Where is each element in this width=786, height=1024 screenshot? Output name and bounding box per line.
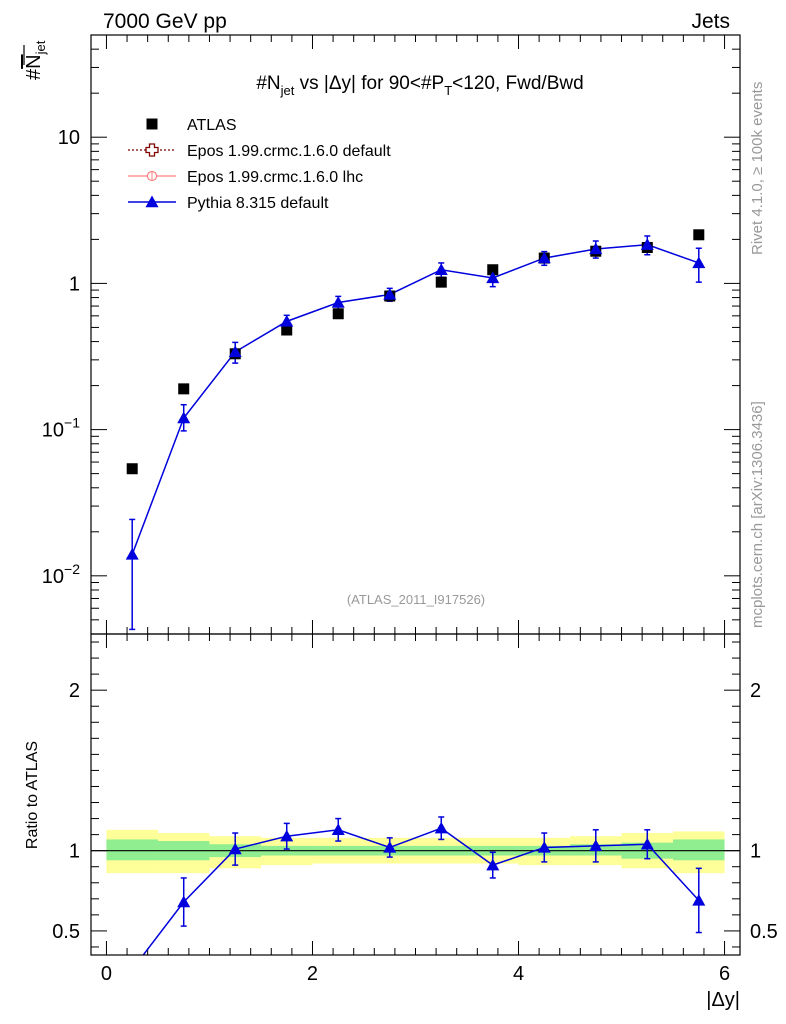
pythia-data-point bbox=[589, 242, 603, 255]
pythia-data-point bbox=[537, 251, 551, 264]
plot-title: #Njet vs |Δy| for 90<#PT<120, Fwd/Bwd bbox=[256, 73, 583, 98]
band-inner bbox=[673, 839, 725, 861]
pythia-data-point bbox=[228, 345, 242, 358]
legend-atlas-marker bbox=[146, 118, 158, 130]
pythia-data-point bbox=[280, 314, 294, 327]
title-p: P bbox=[432, 73, 445, 94]
pythia-data-point bbox=[125, 547, 139, 560]
pythia-data-point bbox=[434, 263, 448, 275]
atlas-data-point bbox=[281, 324, 293, 336]
atlas-data-point bbox=[693, 229, 705, 241]
pythia-line bbox=[131, 243, 700, 555]
ratio-pythia-point bbox=[692, 893, 706, 906]
legend-entry: Pythia 8.315 default bbox=[128, 195, 329, 212]
ylabel-hash: # bbox=[23, 68, 45, 80]
title-hash: # bbox=[256, 73, 267, 94]
y-tick-exponent: −1 bbox=[64, 415, 80, 431]
x-tick-label: 4 bbox=[513, 963, 524, 985]
atlas-data-point bbox=[178, 383, 190, 395]
pythia-data-point bbox=[331, 296, 345, 308]
y-tick-label: 10−2 bbox=[42, 561, 80, 588]
ratio-pythia-point bbox=[280, 829, 294, 842]
pythia-data-point bbox=[640, 238, 654, 250]
legend: ATLAS Epos 1.99.crmc.1.6.0 default Epos 1.… bbox=[128, 117, 391, 212]
y-tick-label: 1 bbox=[69, 273, 80, 295]
legend-entry: ATLAS bbox=[146, 117, 237, 134]
x-tick-label: 2 bbox=[307, 963, 318, 985]
atlas-data-point bbox=[332, 308, 344, 320]
atlas-data-point bbox=[126, 463, 138, 475]
atlas-data-point bbox=[487, 264, 499, 276]
ratio-y-tick-label-right: 2 bbox=[750, 680, 761, 702]
legend-pythia-marker bbox=[145, 195, 159, 208]
ratio-plot-marks bbox=[126, 816, 706, 975]
title-suffix: <120, Fwd/Bwd bbox=[452, 73, 584, 94]
atlas-data-point bbox=[435, 276, 447, 288]
ratio-y-tick-label-left: 0.5 bbox=[52, 921, 80, 943]
legend-label: Epos 1.99.crmc.1.6.0 lhc bbox=[187, 169, 363, 186]
reference-label: (ATLAS_2011_I917526) bbox=[347, 592, 485, 607]
svg-text:#Njet: #Njet bbox=[23, 40, 48, 80]
ratio-panel-frame bbox=[90, 633, 741, 956]
ratio-pythia-point bbox=[331, 823, 345, 836]
ratio-pythia-point bbox=[383, 840, 397, 853]
ratio-pythia-point bbox=[177, 895, 191, 908]
ratio-pythia-point bbox=[486, 858, 500, 871]
y-tick-label: 10−1 bbox=[42, 415, 80, 442]
legend-entry: Epos 1.99.crmc.1.6.0 default bbox=[128, 143, 391, 160]
y-tick-exponent: −2 bbox=[64, 561, 80, 577]
ratio-y-tick-label-right: 1 bbox=[750, 841, 761, 863]
ratio-xlabel: |Δy| bbox=[706, 989, 740, 1011]
ratio-ylabel: Ratio to ATLAS bbox=[24, 741, 41, 849]
legend-entry: Epos 1.99.crmc.1.6.0 lhc bbox=[128, 169, 363, 186]
x-tick-label: 6 bbox=[719, 963, 730, 985]
header-right-label: Jets bbox=[691, 10, 730, 33]
legend-epos-default-marker bbox=[145, 143, 159, 157]
band-inner bbox=[106, 839, 158, 861]
ratio-pythia-point bbox=[640, 837, 654, 850]
legend-label: Epos 1.99.crmc.1.6.0 default bbox=[187, 143, 391, 160]
ratio-y-tick-label-left: 2 bbox=[69, 680, 80, 702]
ratio-pythia-point bbox=[126, 963, 139, 975]
y-tick-label: 10 bbox=[58, 127, 80, 149]
x-tick-label: 0 bbox=[101, 963, 112, 985]
ratio-pythia-point bbox=[537, 840, 551, 853]
legend-label: ATLAS bbox=[187, 117, 237, 134]
title-p-subscript: T bbox=[444, 83, 452, 98]
pythia-data-point bbox=[692, 256, 706, 269]
y-tick-base: 10 bbox=[42, 420, 64, 442]
title-n: N bbox=[267, 73, 281, 94]
mcplots-label: mcplots.cern.ch [arXiv:1306.3436] bbox=[749, 401, 766, 628]
ylabel-n-subscript: jet bbox=[33, 40, 48, 55]
pythia-data-point bbox=[383, 287, 397, 300]
ratio-pythia-line bbox=[142, 827, 700, 955]
title-middle: vs |Δy| for 90<# bbox=[294, 73, 432, 94]
header-left-label: 7000 GeV pp bbox=[103, 10, 227, 33]
pythia-data-point bbox=[486, 271, 500, 284]
ratio-pythia-point bbox=[589, 839, 603, 852]
ylabel-n: N bbox=[23, 54, 45, 68]
ratio-y-tick-label-right: 0.5 bbox=[750, 921, 778, 943]
ratio-uncertainty-bands bbox=[91, 829, 740, 874]
title-n-subscript: jet bbox=[280, 83, 295, 98]
pythia-data-point bbox=[177, 411, 191, 424]
ratio-y-tick-label-left: 1 bbox=[69, 841, 80, 863]
legend-label: Pythia 8.315 default bbox=[187, 195, 329, 212]
main-ylabel: #Njet bbox=[23, 40, 48, 80]
y-tick-base: 10 bbox=[42, 566, 64, 588]
ratio-pythia-point bbox=[434, 821, 448, 834]
svg-text:#Njet vs |Δy| for 90<#PT<120,: #Njet vs |Δy| for 90<#PT<120, Fwd/Bwd bbox=[256, 73, 583, 98]
main-plot-marks bbox=[125, 229, 706, 631]
ratio-pythia-point bbox=[228, 842, 242, 855]
plot-frames bbox=[90, 34, 741, 956]
rivet-version-label: Rivet 4.1.0, ≥ 100k events bbox=[749, 82, 766, 255]
